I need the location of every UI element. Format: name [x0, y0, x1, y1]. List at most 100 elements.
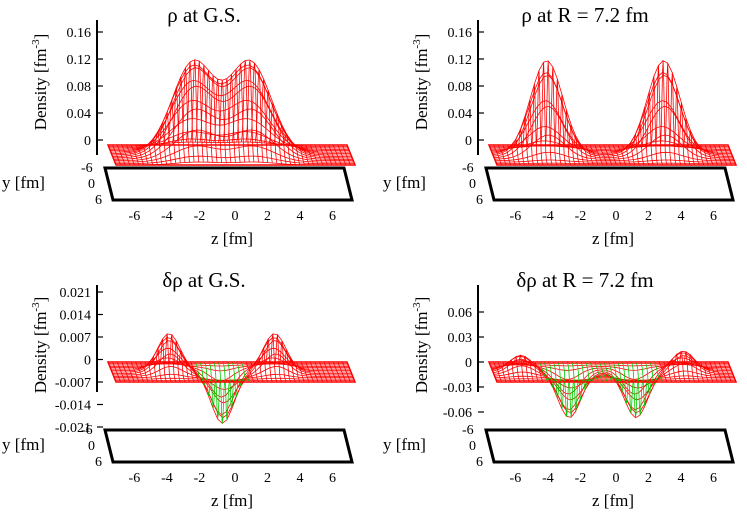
- mesh-line: [328, 144, 337, 166]
- mesh-line: [190, 59, 200, 163]
- mesh-line: [305, 361, 314, 383]
- mesh-line: [598, 361, 608, 383]
- mesh-line: [585, 144, 594, 166]
- y-tick-label: 0: [469, 177, 476, 192]
- mesh-line: [139, 144, 149, 165]
- mesh-line: [309, 144, 319, 166]
- mesh-line: [273, 113, 282, 164]
- z-tick-label: -4: [542, 209, 554, 224]
- mesh-line: [167, 334, 177, 383]
- mesh-line: [153, 347, 163, 383]
- y-tick-label: -6: [462, 161, 474, 176]
- density-tick-label: -0.007: [55, 376, 91, 391]
- mesh-line: [171, 87, 181, 163]
- mesh-line: [158, 121, 167, 165]
- mesh-line: [700, 144, 709, 166]
- mesh-line: [208, 75, 218, 163]
- mesh-line: [497, 361, 507, 383]
- y-tick-label: 0: [88, 439, 95, 454]
- z-tick-label: -6: [129, 209, 141, 224]
- mesh-line: [649, 361, 659, 386]
- mesh-line: [690, 139, 700, 166]
- density-tick-label: 0: [84, 134, 91, 149]
- y-axis-label: y [fm]: [383, 435, 426, 454]
- mesh-line: [617, 361, 627, 395]
- floor-box: [103, 166, 354, 202]
- density-tick-label: 0.12: [448, 53, 473, 68]
- density-tick-label: 0: [465, 134, 472, 149]
- surface-mesh: [106, 59, 357, 166]
- mesh-line: [511, 355, 521, 383]
- mesh-line: [130, 144, 140, 166]
- density-tick-label: 0.06: [448, 306, 473, 321]
- mesh-line: [194, 61, 204, 163]
- mesh-line: [323, 144, 333, 166]
- mesh-line: [497, 144, 507, 166]
- mesh-line: [686, 130, 695, 166]
- z-tick-label: 6: [329, 471, 336, 486]
- mesh-line: [278, 124, 287, 165]
- mesh-line: [502, 361, 512, 383]
- mesh-line: [181, 67, 190, 163]
- mesh-line: [139, 361, 149, 383]
- mesh-line: [199, 65, 209, 163]
- z-tick-label: 2: [645, 209, 652, 224]
- density-axis-label: Density [fm-3]: [30, 297, 50, 394]
- mesh-line: [135, 361, 144, 383]
- mesh-line: [530, 361, 539, 383]
- mesh-line: [332, 144, 342, 166]
- density-tick-label: -0.03: [443, 381, 472, 396]
- mesh-line: [337, 144, 347, 166]
- density-tick-label: 0.16: [67, 26, 92, 41]
- mesh-line: [296, 361, 305, 383]
- mesh-line: [245, 361, 255, 383]
- z-tick-label: 0: [231, 209, 238, 224]
- chart-title: δρ at G.S.: [162, 268, 245, 292]
- mesh-line: [658, 361, 668, 383]
- mesh-line: [158, 338, 167, 383]
- mesh-line: [571, 361, 581, 412]
- z-tick-label: 4: [677, 471, 684, 486]
- mesh-line: [323, 361, 333, 383]
- mesh-line: [723, 144, 732, 166]
- mesh-line: [709, 361, 718, 383]
- mesh-line: [520, 355, 530, 383]
- z-tick-label: -6: [510, 471, 522, 486]
- mesh-line: [589, 361, 599, 383]
- floor-box: [484, 428, 735, 464]
- mesh-line: [571, 134, 581, 166]
- y-tick-label: 6: [476, 193, 483, 208]
- mesh-line: [598, 144, 608, 166]
- mesh-line: [250, 361, 259, 383]
- mesh-line: [149, 355, 158, 383]
- mesh-line: [126, 361, 135, 383]
- mesh-line: [677, 351, 686, 383]
- mesh-line: [282, 133, 292, 165]
- mesh-line: [291, 144, 301, 165]
- mesh-line: [631, 132, 640, 166]
- panel-4: δρ at R = 7.2 fm -0.06 -0.03 0 0.03 0.06 Densi…: [383, 268, 738, 510]
- y-axis-label: y [fm]: [2, 173, 45, 192]
- z-tick-label: -4: [161, 471, 173, 486]
- mesh-line: [167, 99, 177, 164]
- y-tick-label: 6: [95, 455, 102, 470]
- y-axis-label: y [fm]: [383, 173, 426, 192]
- surface-plane-edge: [106, 361, 357, 383]
- mesh-line: [686, 353, 695, 383]
- mesh-line: [575, 361, 585, 401]
- z-axis-label: z [fm]: [211, 491, 253, 510]
- mesh-line: [300, 361, 310, 383]
- density-tick-label: 0.08: [67, 80, 92, 95]
- mesh-line: [245, 59, 255, 163]
- mesh-line: [112, 361, 121, 383]
- mesh-line: [681, 351, 691, 383]
- mesh-line: [667, 358, 677, 383]
- mesh-line: [713, 144, 723, 166]
- mesh-line: [677, 102, 686, 166]
- mesh-line: [594, 144, 604, 166]
- mesh-line: [277, 340, 287, 383]
- mesh-line: [617, 144, 627, 166]
- mesh-line: [709, 144, 718, 166]
- mesh-line: [695, 361, 705, 383]
- z-axis-label: z [fm]: [592, 491, 634, 510]
